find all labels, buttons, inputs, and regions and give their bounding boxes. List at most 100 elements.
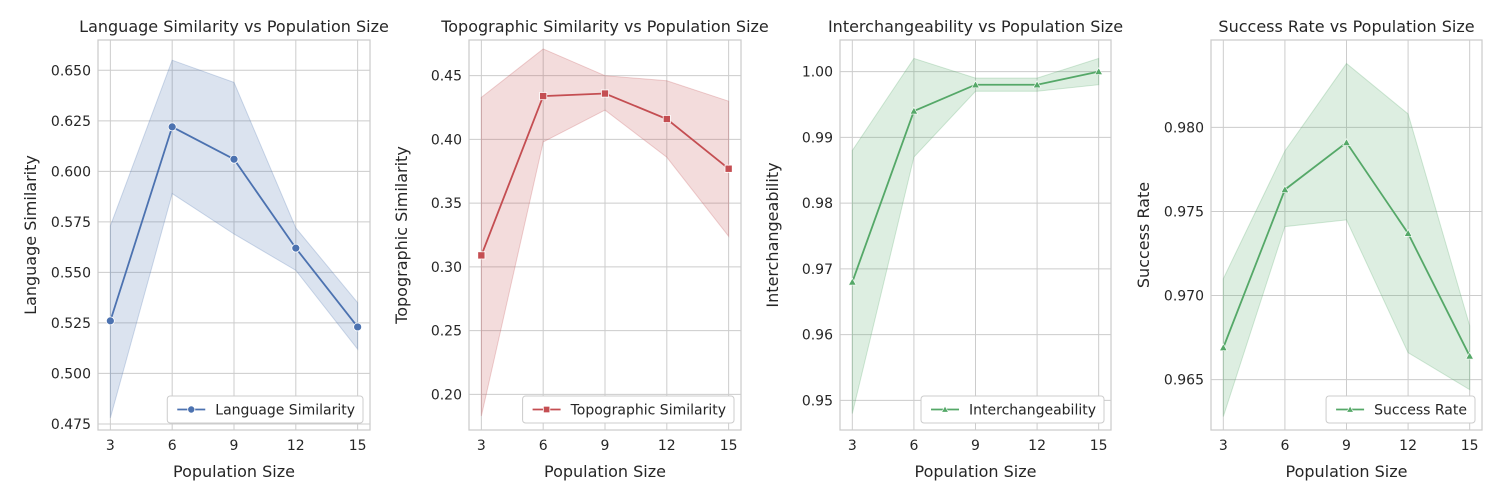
gridlines xyxy=(98,40,370,430)
y-tick-label: 0.500 xyxy=(51,366,91,382)
x-tick-label: 3 xyxy=(106,438,115,454)
x-tick-label: 12 xyxy=(1028,438,1046,454)
x-tick-label: 6 xyxy=(168,438,177,454)
chart-panel-3: 3 6 9 12 15 0.95 0.96 0.97 0.98 0.99 1.00 Interchan… xyxy=(763,17,1123,481)
legend-label: Interchangeability xyxy=(969,403,1096,419)
y-tick-label: 0.40 xyxy=(431,132,462,148)
y-tick-label: 0.475 xyxy=(51,417,91,433)
x-tick-label: 12 xyxy=(287,438,305,454)
data-point xyxy=(105,316,115,326)
data-point xyxy=(1219,343,1228,351)
x-tick-label: 3 xyxy=(1219,438,1228,454)
y-tick-label: 0.980 xyxy=(1164,120,1204,136)
legend-marker xyxy=(187,405,196,414)
chart-title: Interchangeability vs Population Size xyxy=(828,17,1123,36)
legend-box xyxy=(522,395,735,424)
y-tick-label: 0.35 xyxy=(431,196,462,212)
legend-label: Topographic Similarity xyxy=(570,403,726,419)
data-point xyxy=(1342,138,1351,146)
legend: Language Similarity xyxy=(166,395,364,424)
data-point xyxy=(1465,351,1474,360)
data-point xyxy=(167,122,177,132)
data-point xyxy=(724,164,733,173)
x-tick-label: 15 xyxy=(1461,438,1479,454)
y-tick-label: 0.600 xyxy=(51,164,91,180)
data-point xyxy=(601,89,610,98)
x-axis-label: Population Size xyxy=(915,462,1037,481)
data-point xyxy=(1032,80,1042,89)
legend: Success Rate xyxy=(1325,395,1476,424)
plot-frame xyxy=(1210,39,1483,431)
data-point xyxy=(848,277,857,286)
y-tick-label: 0.97 xyxy=(802,262,833,278)
y-tick-label: 0.650 xyxy=(51,63,91,79)
legend-box xyxy=(166,395,364,424)
data-point xyxy=(291,243,301,253)
x-axis-label: Population Size xyxy=(173,462,295,481)
chart-panel-4: 3 6 9 12 15 0.965 0.970 0.975 0.980 Success Rate … xyxy=(1134,17,1483,481)
y-tick-label: 0.970 xyxy=(1164,289,1204,305)
data-point xyxy=(1403,228,1413,237)
y-tick-label: 0.98 xyxy=(802,196,833,212)
y-tick-label: 0.96 xyxy=(802,328,833,344)
x-tick-label: 6 xyxy=(539,438,548,454)
gridlines xyxy=(469,40,741,430)
x-tick-label: 9 xyxy=(230,438,239,454)
y-tick-label: 0.25 xyxy=(431,324,462,340)
data-point xyxy=(539,92,548,101)
y-tick-label: 0.45 xyxy=(431,69,462,85)
confidence-band xyxy=(851,57,1100,414)
legend-box xyxy=(920,395,1105,424)
y-tick-label: 0.30 xyxy=(431,260,462,276)
x-tick-label: 3 xyxy=(477,438,486,454)
data-point xyxy=(971,80,980,89)
legend-box xyxy=(1325,395,1476,424)
x-tick-label: 15 xyxy=(1090,438,1108,454)
x-tick-label: 6 xyxy=(909,438,918,454)
x-tick-label: 3 xyxy=(848,438,857,454)
gridlines xyxy=(1211,40,1482,430)
legend-marker xyxy=(941,405,949,413)
plot-frame xyxy=(97,39,371,431)
legend-label: Language Similarity xyxy=(215,403,355,419)
x-tick-label: 12 xyxy=(658,438,676,454)
chart-panel-2: 3 6 9 12 15 0.20 0.25 0.30 0.35 0.40 0.45 Topograph… xyxy=(392,17,769,481)
y-tick-label: 0.625 xyxy=(51,114,91,130)
x-axis-label: Population Size xyxy=(544,462,666,481)
plot-frame xyxy=(839,39,1112,431)
legend-label: Success Rate xyxy=(1374,403,1467,419)
y-tick-label: 0.95 xyxy=(802,393,833,409)
legend-marker xyxy=(1346,405,1355,413)
x-tick-label: 12 xyxy=(1399,438,1417,454)
legend: Interchangeability xyxy=(920,395,1105,424)
data-point xyxy=(662,115,671,124)
data-point xyxy=(477,251,486,260)
data-point xyxy=(1094,67,1103,75)
data-point xyxy=(229,154,239,164)
confidence-band xyxy=(1222,62,1471,417)
gridlines xyxy=(840,40,1111,430)
x-tick-label: 15 xyxy=(720,438,738,454)
y-tick-label: 0.525 xyxy=(51,316,91,332)
chart-title: Topographic Similarity vs Population Siz… xyxy=(440,17,769,36)
data-point xyxy=(353,322,363,332)
y-axis-label: Interchangeability xyxy=(763,162,782,307)
y-tick-label: 0.575 xyxy=(51,215,91,231)
data-point xyxy=(1280,185,1290,193)
chart-title: Success Rate vs Population Size xyxy=(1218,17,1474,36)
x-tick-label: 9 xyxy=(1342,438,1351,454)
y-axis-label: Language Similarity xyxy=(21,155,40,315)
x-tick-label: 9 xyxy=(971,438,980,454)
x-axis-label: Population Size xyxy=(1286,462,1408,481)
y-axis-label: Topographic Similarity xyxy=(392,146,411,325)
chart-panel-1: 3 6 9 12 15 0.475 0.500 0.525 0.550 0.575 0.600 0.6… xyxy=(21,17,389,481)
y-tick-label: 0.965 xyxy=(1164,373,1204,389)
confidence-band xyxy=(109,59,359,419)
legend: Topographic Similarity xyxy=(522,395,735,424)
y-tick-label: 0.550 xyxy=(51,265,91,281)
plot-frame xyxy=(468,39,742,431)
y-tick-label: 0.99 xyxy=(802,130,833,146)
confidence-band xyxy=(480,48,730,417)
legend-marker xyxy=(542,405,551,414)
